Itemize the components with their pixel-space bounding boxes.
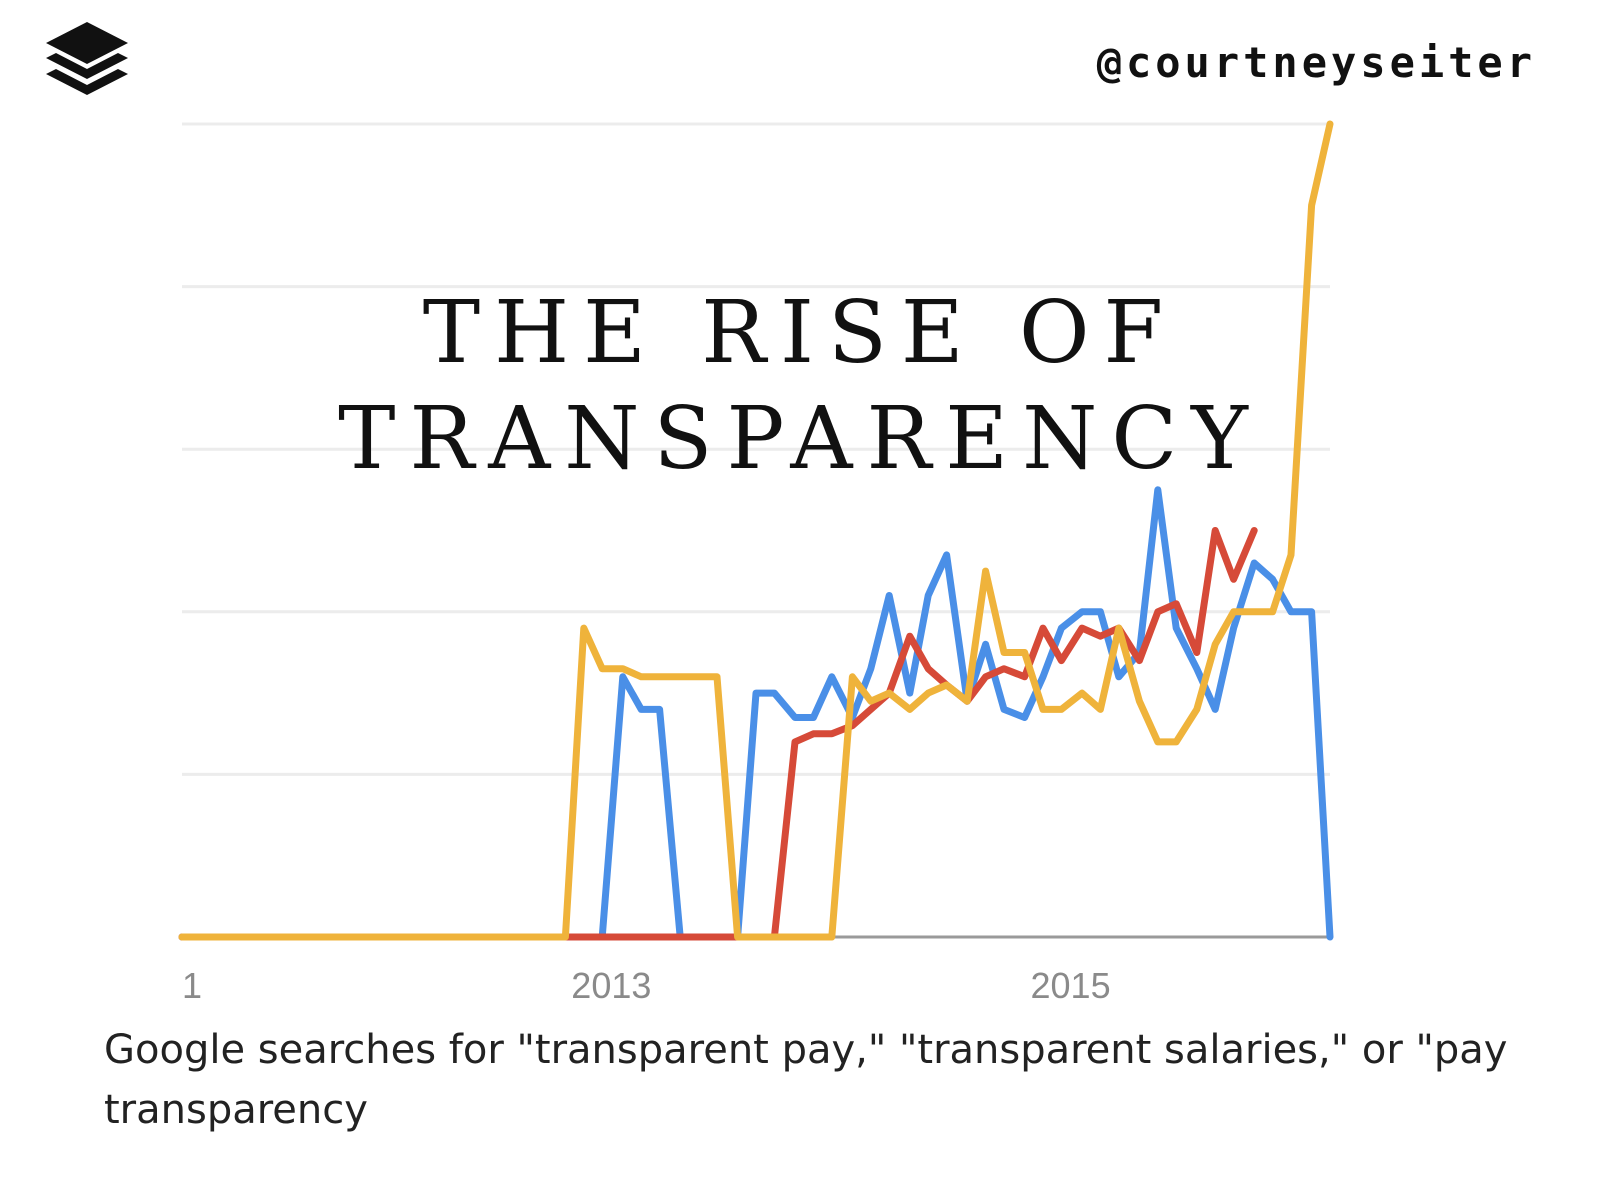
line-chart: 1 2013 2015 — [178, 120, 1334, 1006]
chart-caption: Google searches for "transparent pay," "… — [104, 1027, 1508, 1133]
series-line-blue — [178, 486, 1334, 941]
x-tick-label: 2015 — [1031, 965, 1111, 1006]
x-tick-label: 2013 — [571, 965, 651, 1006]
chart-series — [178, 120, 1334, 941]
x-axis-ticks: 1 2013 2015 — [182, 965, 1111, 1006]
series-line-yellow — [178, 120, 1334, 941]
buffer-stack-icon — [46, 22, 128, 95]
chart-gridlines — [182, 122, 1330, 939]
x-tick-label: 1 — [182, 965, 202, 1006]
author-handle: @courtneyseiter — [1096, 38, 1536, 87]
